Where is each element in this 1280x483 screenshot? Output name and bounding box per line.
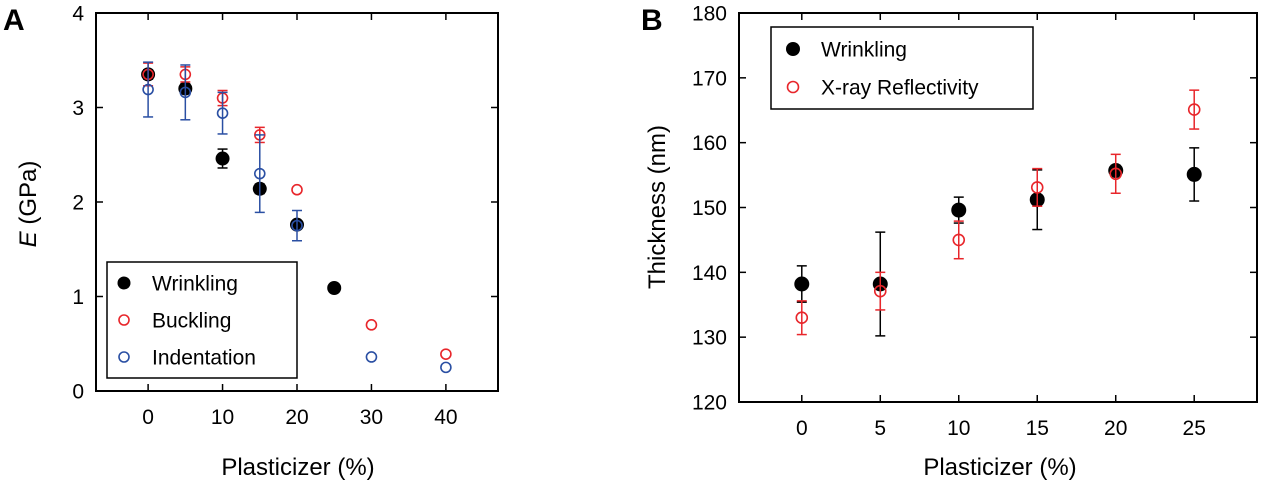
panel-b-points xyxy=(794,89,1202,337)
panel-a-y-axis-symbol: E xyxy=(15,230,42,247)
x-ray-reflectivity-point xyxy=(795,311,809,325)
indentation-point xyxy=(142,83,154,96)
series-indentation xyxy=(142,61,452,374)
indentation-point xyxy=(216,107,229,119)
wrinkling-point xyxy=(794,276,810,292)
wrinkling-point xyxy=(1186,166,1202,182)
series-x-ray-reflectivity xyxy=(795,89,1201,336)
y-tick-label: 1 xyxy=(72,286,84,309)
y-tick-label: 170 xyxy=(692,67,727,90)
legend-marker-x-ray-reflectivity xyxy=(786,80,800,94)
y-tick-label: 140 xyxy=(692,262,727,285)
panel-b-legend-box xyxy=(770,26,1034,110)
legend-label-indentation: Indentation xyxy=(152,347,256,370)
indentation-point xyxy=(179,86,192,99)
panel-a-x-ticks: 0 10 20 30 40 xyxy=(142,13,458,429)
panel-a-y-axis-unit: (GPa) xyxy=(15,161,42,232)
legend-label-buckling: Buckling xyxy=(152,310,231,333)
x-ray-reflectivity-point xyxy=(1030,181,1044,194)
series-wrinkling xyxy=(794,147,1202,337)
legend-marker-indentation xyxy=(118,351,130,363)
legend-label-wrinkling: Wrinkling xyxy=(821,39,907,62)
wrinkling-point xyxy=(951,202,967,218)
legend-marker-wrinkling xyxy=(117,276,131,290)
x-tick-label: 0 xyxy=(796,417,808,440)
panel-a: A 0 10 20 30 40 0 1 2 3 4 Plasticizer (%) E (GPa… xyxy=(3,3,499,481)
x-tick-label: 20 xyxy=(285,406,308,429)
legend-label-wrinkling: Wrinkling xyxy=(152,273,238,296)
y-tick-label: 0 xyxy=(72,381,84,404)
y-tick-label: 130 xyxy=(692,327,727,350)
x-tick-label: 20 xyxy=(1104,417,1127,440)
x-ray-reflectivity-point xyxy=(952,233,966,247)
panel-a-y-axis-title: E (GPa) xyxy=(15,161,42,248)
x-ray-reflectivity-point xyxy=(1187,103,1201,116)
x-tick-label: 5 xyxy=(874,417,886,440)
panel-b-letter: B xyxy=(641,4,663,37)
series-wrinkling xyxy=(141,67,342,295)
buckling-point xyxy=(365,319,378,331)
panel-a-letter: A xyxy=(3,4,25,37)
y-tick-label: 4 xyxy=(72,3,84,26)
panel-a-points xyxy=(141,61,452,374)
legend-marker-wrinkling xyxy=(786,42,800,56)
buckling-point xyxy=(440,348,452,360)
legend-marker-buckling xyxy=(118,314,130,326)
panel-b-y-ticks: 120 130 140 150 160 170 180 xyxy=(692,3,1257,415)
panel-a-legend-box xyxy=(106,261,298,379)
x-tick-label: 10 xyxy=(211,406,234,429)
indentation-point xyxy=(291,219,303,232)
wrinkling-point xyxy=(327,280,342,295)
y-tick-label: 2 xyxy=(72,192,84,215)
legend-label-x-ray-reflectivity: X-ray Reflectivity xyxy=(821,77,979,100)
y-tick-label: 120 xyxy=(692,392,727,415)
y-tick-label: 150 xyxy=(692,197,727,220)
panel-b: B 0 5 10 15 20 25 120 130 140 150 160 170 180 Plast… xyxy=(641,3,1258,481)
indentation-point xyxy=(365,351,378,363)
x-tick-label: 10 xyxy=(947,417,970,440)
y-tick-label: 3 xyxy=(72,97,84,120)
panel-b-x-ticks: 0 5 10 15 20 25 xyxy=(796,13,1206,440)
panel-a-y-ticks: 0 1 2 3 4 xyxy=(72,3,498,404)
buckling-point xyxy=(291,183,303,196)
panel-a-legend: Wrinkling Buckling Indentation xyxy=(106,261,298,379)
x-tick-label: 15 xyxy=(1026,417,1049,440)
wrinkling-point xyxy=(215,151,230,166)
x-tick-label: 40 xyxy=(434,406,457,429)
panel-b-x-axis-title: Plasticizer (%) xyxy=(923,454,1076,481)
panel-b-y-axis-title: Thickness (nm) xyxy=(644,125,671,289)
panel-b-legend: Wrinkling X-ray Reflectivity xyxy=(770,26,1034,110)
x-ray-reflectivity-point xyxy=(873,284,887,298)
panel-a-x-axis-title: Plasticizer (%) xyxy=(221,454,374,481)
y-tick-label: 160 xyxy=(692,132,727,155)
indentation-point xyxy=(253,167,266,180)
x-ray-reflectivity-point xyxy=(1109,167,1123,181)
x-tick-label: 0 xyxy=(142,406,154,429)
x-tick-label: 30 xyxy=(360,406,383,429)
x-tick-label: 25 xyxy=(1183,417,1206,440)
y-tick-label: 180 xyxy=(692,3,727,26)
indentation-point xyxy=(440,361,452,374)
